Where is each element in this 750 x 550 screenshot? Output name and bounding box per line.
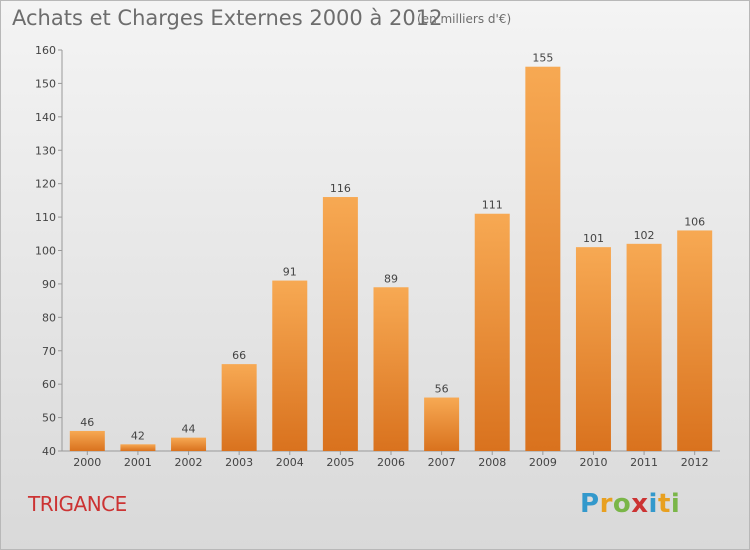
y-tick-label: 120	[35, 178, 56, 191]
y-tick-label: 40	[42, 445, 56, 458]
bar-2000[interactable]	[69, 430, 105, 451]
bar-2003[interactable]	[221, 364, 257, 451]
bar-2010[interactable]	[575, 247, 611, 451]
bar-2001[interactable]	[120, 444, 156, 451]
bar-2005[interactable]	[322, 197, 358, 451]
x-tick-label-2011: 2011	[630, 456, 658, 469]
data-label-2004: 91	[283, 266, 297, 279]
chart-title: Achats et Charges Externes 2000 à 2012	[12, 6, 443, 30]
data-label-2007: 56	[435, 383, 449, 396]
x-tick-label-2012: 2012	[681, 456, 709, 469]
data-label-2001: 42	[131, 429, 145, 442]
data-label-2011: 102	[634, 229, 655, 242]
x-tick-label-2010: 2010	[579, 456, 607, 469]
x-tick-label-2001: 2001	[124, 456, 152, 469]
x-tick-label-2008: 2008	[478, 456, 506, 469]
y-tick-label: 130	[35, 144, 56, 157]
logo-letter: i	[648, 489, 658, 519]
data-label-2009: 155	[532, 52, 553, 65]
data-label-2006: 89	[384, 272, 398, 285]
chart-subtitle: (en milliers d'€)	[417, 12, 512, 26]
logo-letter: i	[670, 489, 681, 519]
y-tick-label: 90	[42, 278, 56, 291]
data-label-2008: 111	[482, 199, 503, 212]
y-tick-label: 70	[42, 345, 56, 358]
x-tick-label-2007: 2007	[428, 456, 456, 469]
bar-2007[interactable]	[424, 397, 460, 451]
y-tick-label: 50	[42, 412, 56, 425]
logo-letter: o	[612, 489, 632, 519]
data-label-2000: 46	[80, 416, 94, 429]
data-label-2003: 66	[232, 349, 246, 362]
x-tick-label-2009: 2009	[529, 456, 557, 469]
data-label-2010: 101	[583, 232, 604, 245]
x-tick-label-2002: 2002	[175, 456, 203, 469]
bar-2011[interactable]	[626, 243, 662, 451]
proxiti-logo[interactable]: Proxiti	[580, 489, 680, 519]
x-tick-label-2004: 2004	[276, 456, 304, 469]
data-label-2002: 44	[182, 423, 196, 436]
x-tick-label-2005: 2005	[326, 456, 354, 469]
logo-letter: t	[657, 489, 671, 519]
commune-name: TRIGANCE	[28, 492, 127, 516]
y-tick-label: 110	[35, 211, 56, 224]
x-tick-label-2003: 2003	[225, 456, 253, 469]
data-label-2005: 116	[330, 182, 351, 195]
bar-2008[interactable]	[474, 213, 510, 451]
bar-2002[interactable]	[171, 437, 207, 451]
y-tick-label: 160	[35, 44, 56, 57]
logo-letter: x	[631, 489, 649, 519]
bar-2012[interactable]	[677, 230, 713, 451]
y-tick-label: 150	[35, 77, 56, 90]
y-tick-label: 80	[42, 311, 56, 324]
bar-2004[interactable]	[272, 280, 308, 451]
data-label-2012: 106	[684, 215, 705, 228]
y-tick-label: 60	[42, 378, 56, 391]
logo-letter: P	[580, 489, 600, 519]
bar-2009[interactable]	[525, 66, 561, 451]
x-tick-label-2006: 2006	[377, 456, 405, 469]
y-tick-label: 140	[35, 111, 56, 124]
y-tick-label: 100	[35, 245, 56, 258]
logo-letter: r	[599, 489, 613, 519]
x-tick-label-2000: 2000	[73, 456, 101, 469]
bar-2006[interactable]	[373, 287, 409, 451]
